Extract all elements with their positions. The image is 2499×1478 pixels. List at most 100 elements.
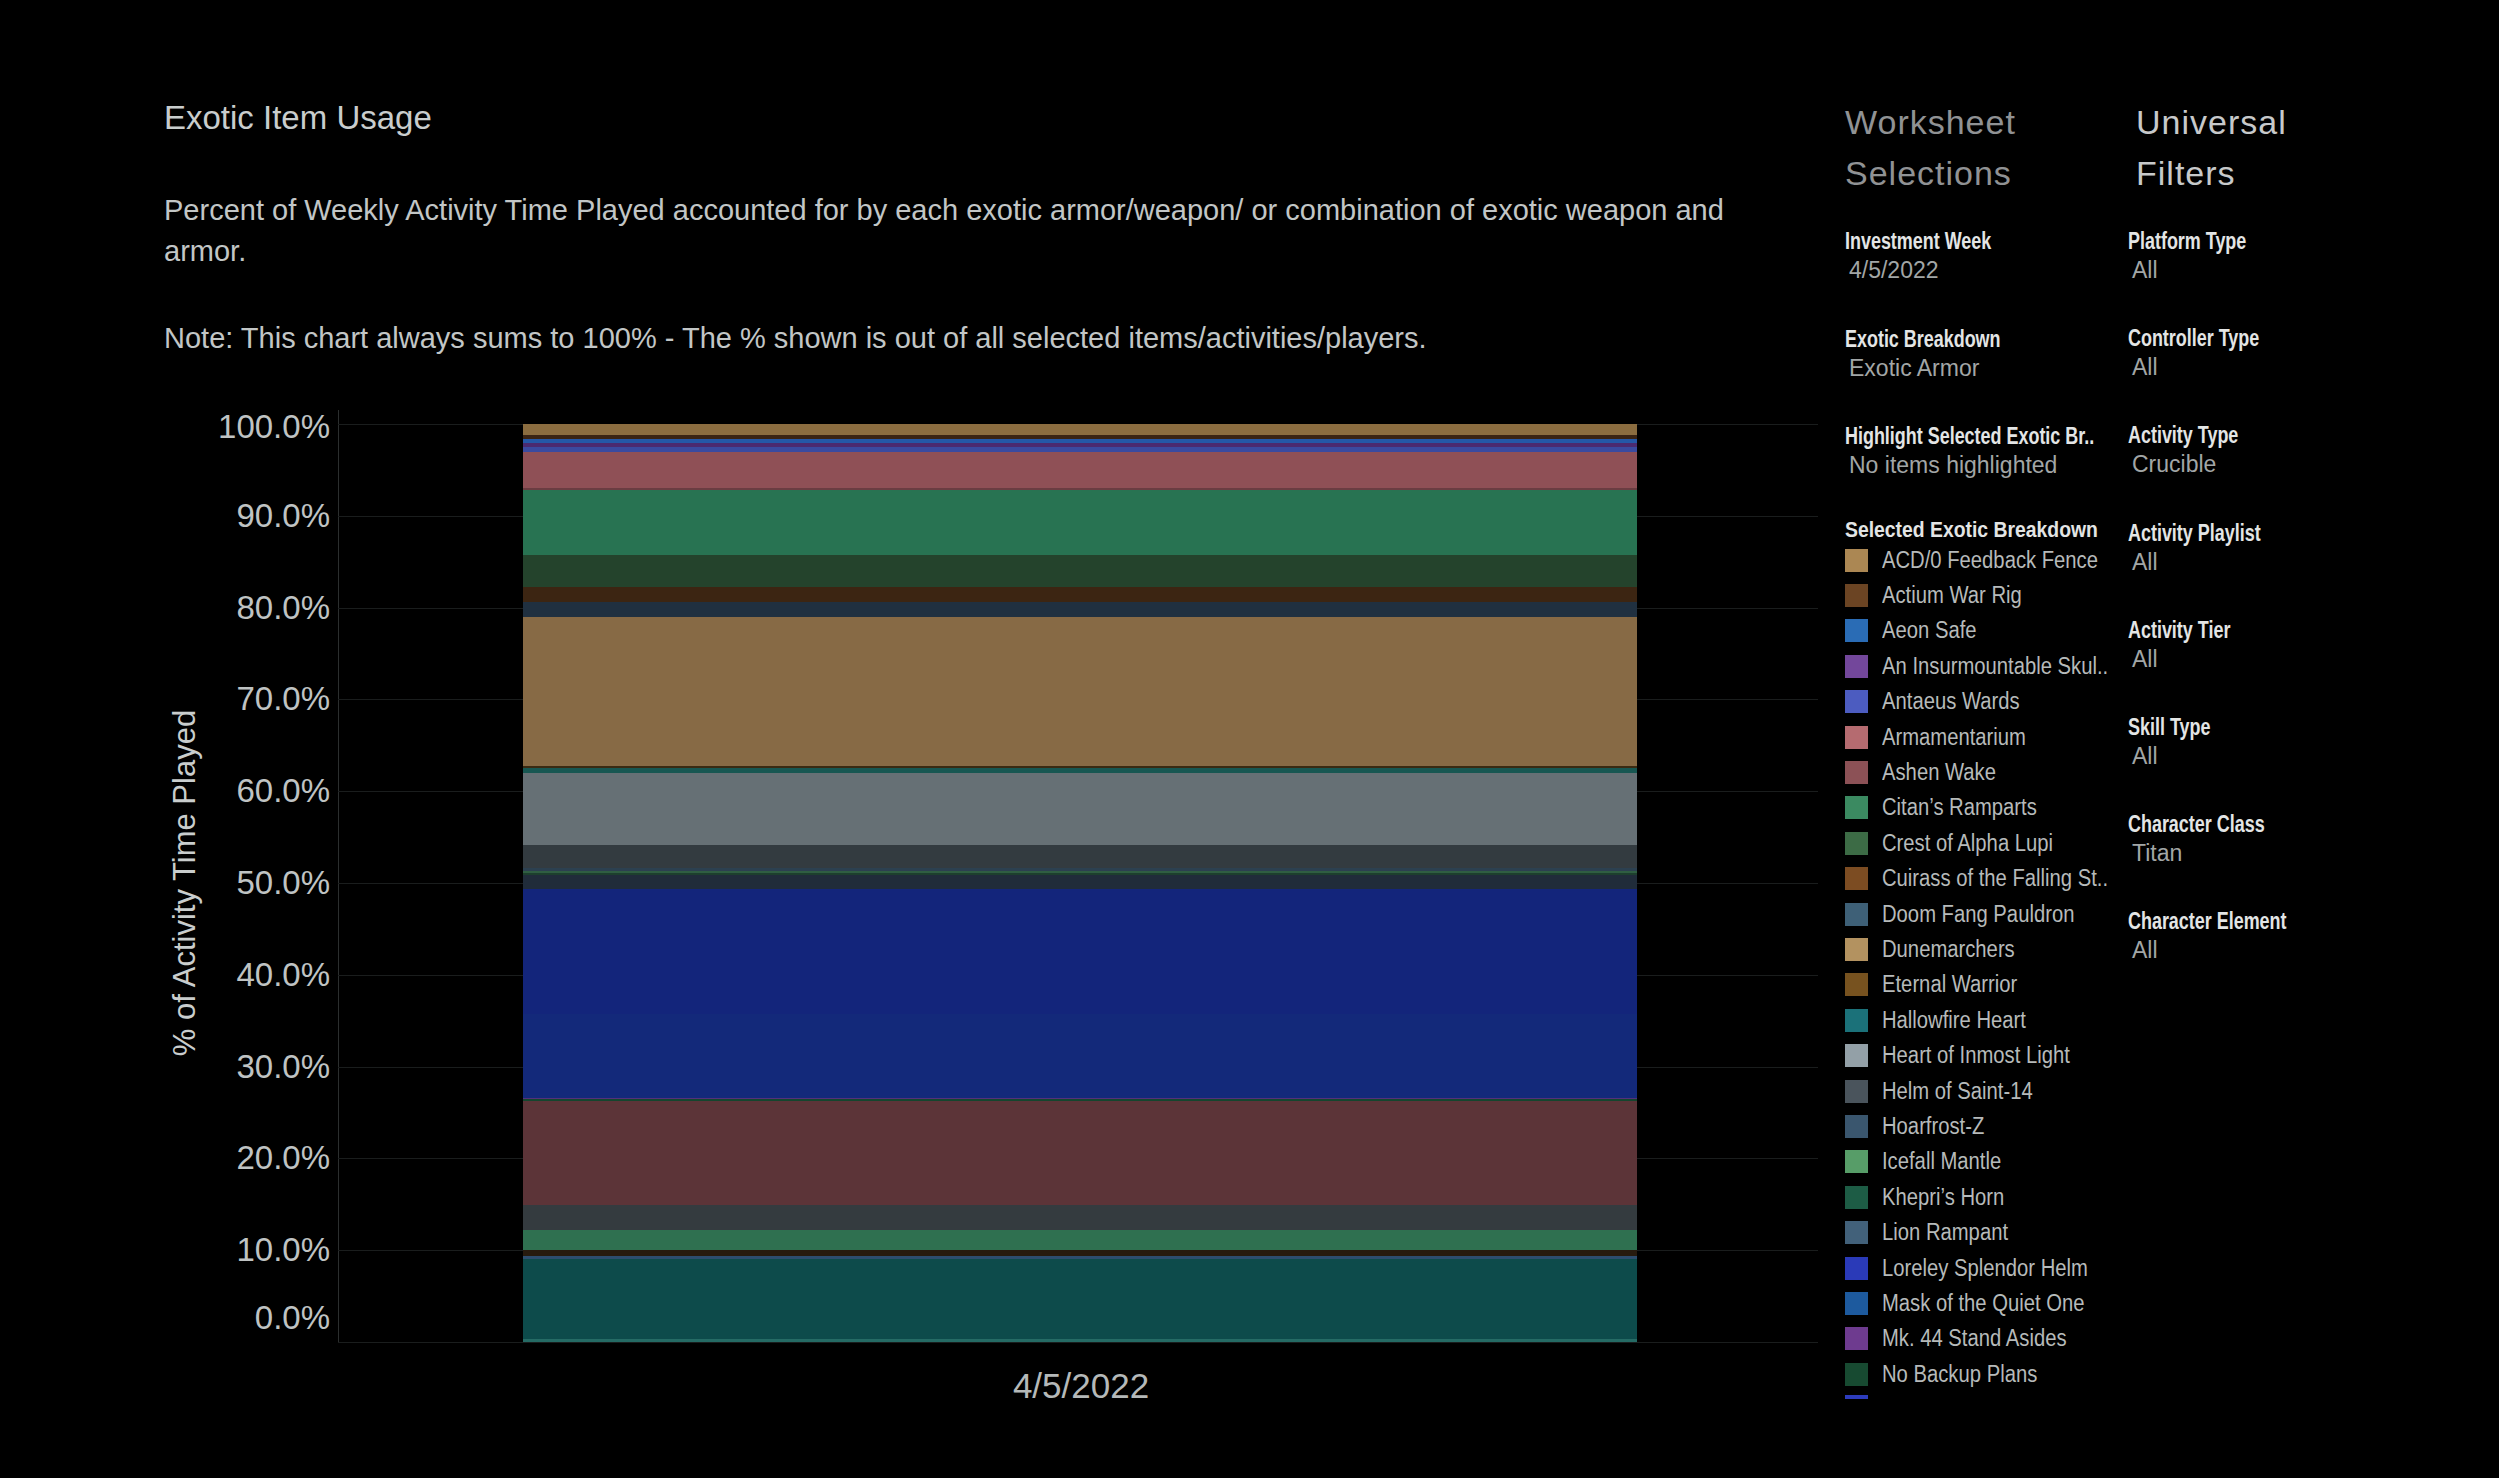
stacked-bar bbox=[523, 424, 1637, 1342]
filter-label: Activity Type bbox=[2128, 422, 2238, 449]
legend-item[interactable]: Actium War Rig bbox=[1845, 577, 2041, 613]
bar-segment-icefall-mantle[interactable] bbox=[523, 871, 1637, 873]
bar-segment-mk-44-stand-asides[interactable] bbox=[523, 1098, 1637, 1100]
legend-item[interactable]: No Backup Plans bbox=[1845, 1356, 2058, 1392]
legend-item[interactable]: Cuirass of the Falling St.. bbox=[1845, 861, 2139, 897]
legend-item-label: Ashen Wake bbox=[1882, 759, 1996, 786]
bar-segment-dunemarchers[interactable] bbox=[523, 617, 1637, 766]
bar-segment-hallowfire-heart[interactable] bbox=[523, 768, 1637, 774]
legend-item-label: An Insurmountable Skul.. bbox=[1882, 653, 2108, 680]
legend-item-label: Crest of Alpha Lupi bbox=[1882, 830, 2053, 857]
legend-item[interactable]: Antaeus Wards bbox=[1845, 684, 2038, 720]
bar-segment-no-backup-plans[interactable] bbox=[523, 1099, 1637, 1101]
bar-segment-actium-war-rig[interactable] bbox=[523, 435, 1637, 439]
legend-item[interactable]: Icefall Mantle bbox=[1845, 1144, 2018, 1180]
legend-item[interactable]: Helm of Saint-14 bbox=[1845, 1073, 2053, 1109]
bar-segment-armamentarium[interactable] bbox=[523, 452, 1637, 488]
bar-segment[interactable] bbox=[523, 1250, 1637, 1256]
filter-label: Character Element bbox=[2128, 908, 2287, 935]
bar-segment[interactable] bbox=[523, 1256, 1637, 1259]
legend-item[interactable]: Doom Fang Pauldron bbox=[1845, 896, 2101, 932]
filter-value: Titan bbox=[2128, 840, 2303, 867]
filter-label: Skill Type bbox=[2128, 714, 2210, 741]
filter-label: Exotic Breakdown bbox=[1845, 326, 2001, 353]
legend-item-label: Mk. 44 Stand Asides bbox=[1882, 1325, 2067, 1352]
bar-segment-ashen-wake[interactable] bbox=[523, 488, 1637, 490]
bar-segment-heart-of-inmost-light[interactable] bbox=[523, 773, 1637, 845]
legend-item-label: No Backup Plans bbox=[1882, 1361, 2037, 1388]
filter-label: Controller Type bbox=[2128, 325, 2259, 352]
legend-item[interactable]: Hallowfire Heart bbox=[1845, 1002, 2046, 1038]
bar-segment-doom-fang-pauldron[interactable] bbox=[523, 602, 1637, 617]
legend-item[interactable]: ACD/0 Feedback Fence bbox=[1845, 542, 2127, 578]
legend-item[interactable]: Mk. 44 Stand Asides bbox=[1845, 1321, 2092, 1357]
legend-item[interactable]: Mask of the Quiet One bbox=[1845, 1285, 2112, 1321]
bar-segment-lion-rampant[interactable] bbox=[523, 875, 1637, 889]
legend-item-label: Helm of Saint-14 bbox=[1882, 1078, 2033, 1105]
legend-swatch-icon bbox=[1845, 1186, 1868, 1209]
legend-item[interactable]: Dunemarchers bbox=[1845, 931, 2033, 967]
bar-segment-loreley-splendor-helm[interactable] bbox=[523, 889, 1637, 1014]
legend-swatch-icon bbox=[1845, 726, 1868, 749]
y-tick-label: 100.0% bbox=[130, 408, 330, 446]
legend-item-label: Doom Fang Pauldron bbox=[1882, 901, 2074, 928]
bar-segment-eternal-warrior[interactable] bbox=[523, 766, 1637, 768]
legend-item[interactable]: Ashen Wake bbox=[1845, 754, 2012, 790]
legend-swatch-icon bbox=[1845, 549, 1868, 572]
legend-item-label: Eternal Warrior bbox=[1882, 971, 2017, 998]
bar-segment[interactable] bbox=[523, 1101, 1637, 1205]
legend-item[interactable]: Eternal Warrior bbox=[1845, 967, 2036, 1003]
plot-area bbox=[338, 424, 1818, 1342]
bar-segment-antaeus-wards[interactable] bbox=[523, 447, 1637, 452]
filter-group: Investment Week4/5/2022 bbox=[1845, 228, 2032, 284]
gridline bbox=[338, 1342, 1818, 1343]
bar-segment-khepri-s-horn[interactable] bbox=[523, 873, 1637, 875]
legend-swatch-icon bbox=[1845, 867, 1868, 890]
filter-group: Activity TierAll bbox=[2128, 617, 2259, 673]
bar-segment-aeon-safe[interactable] bbox=[523, 439, 1637, 443]
y-tick-label: 90.0% bbox=[130, 497, 330, 535]
legend-item-label: Icefall Mantle bbox=[1882, 1148, 2001, 1175]
bar-segment[interactable] bbox=[523, 1259, 1637, 1342]
bar-segment-citan-s-ramparts[interactable] bbox=[523, 490, 1637, 555]
filter-group: Highlight Selected Exotic Br..No items h… bbox=[1845, 423, 2165, 479]
legend-item[interactable]: Citan’s Ramparts bbox=[1845, 790, 2058, 826]
bar-segment[interactable] bbox=[523, 1205, 1637, 1231]
filter-group: Controller TypeAll bbox=[2128, 325, 2296, 381]
legend-item[interactable]: Crest of Alpha Lupi bbox=[1845, 825, 2076, 861]
legend-item-label: Armamentarium bbox=[1882, 724, 2026, 751]
legend-item-label: Actium War Rig bbox=[1882, 582, 2022, 609]
bar-segment-acd-0-feedback-fence[interactable] bbox=[523, 424, 1637, 435]
y-tick-label: 50.0% bbox=[130, 864, 330, 902]
legend-item[interactable]: Khepri’s Horn bbox=[1845, 1179, 2021, 1215]
bar-segment[interactable] bbox=[523, 1230, 1637, 1249]
bar-segment-hoarfrost-z[interactable] bbox=[523, 868, 1637, 870]
filter-label: Highlight Selected Exotic Br.. bbox=[1845, 423, 2094, 450]
bar-segment-cuirass-of-the-falling-star[interactable] bbox=[523, 587, 1637, 602]
bar-segment-an-insurmountable-skullfort[interactable] bbox=[523, 443, 1637, 448]
legend-item[interactable]: Aeon Safe bbox=[1845, 613, 1989, 649]
filter-value: Exotic Armor bbox=[1845, 355, 2044, 382]
y-tick-label: 20.0% bbox=[130, 1139, 330, 1177]
y-tick-label: 60.0% bbox=[130, 772, 330, 810]
bar-segment-helm-of-saint-14[interactable] bbox=[523, 845, 1637, 868]
legend-swatch-icon bbox=[1845, 1080, 1868, 1103]
legend-item[interactable]: Armamentarium bbox=[1845, 719, 2046, 755]
filter-label: Platform Type bbox=[2128, 228, 2246, 255]
y-axis-title: % of Activity Time Played bbox=[167, 710, 203, 1056]
legend-swatch-icon bbox=[1845, 903, 1868, 926]
legend-swatch-icon bbox=[1845, 1363, 1868, 1386]
legend-item[interactable]: Hoarfrost-Z bbox=[1845, 1108, 1998, 1144]
legend-swatch-icon bbox=[1845, 1221, 1868, 1244]
legend-swatch-icon bbox=[1845, 655, 1868, 678]
legend-item-label: Lion Rampant bbox=[1882, 1219, 2008, 1246]
legend-item[interactable]: Loreley Splendor Helm bbox=[1845, 1250, 2116, 1286]
filter-value: Crucible bbox=[2128, 451, 2269, 478]
legend-item[interactable]: An Insurmountable Skul.. bbox=[1845, 648, 2139, 684]
legend-item[interactable]: Lion Rampant bbox=[1845, 1215, 2025, 1251]
legend-item[interactable]: Heart of Inmost Light bbox=[1845, 1038, 2096, 1074]
bar-segment-crest-of-alpha-lupi[interactable] bbox=[523, 555, 1637, 587]
filter-group: Activity TypeCrucible bbox=[2128, 422, 2269, 478]
bar-segment-mask-of-the-quiet-one[interactable] bbox=[523, 1014, 1637, 1098]
filter-value: All bbox=[2128, 743, 2234, 770]
